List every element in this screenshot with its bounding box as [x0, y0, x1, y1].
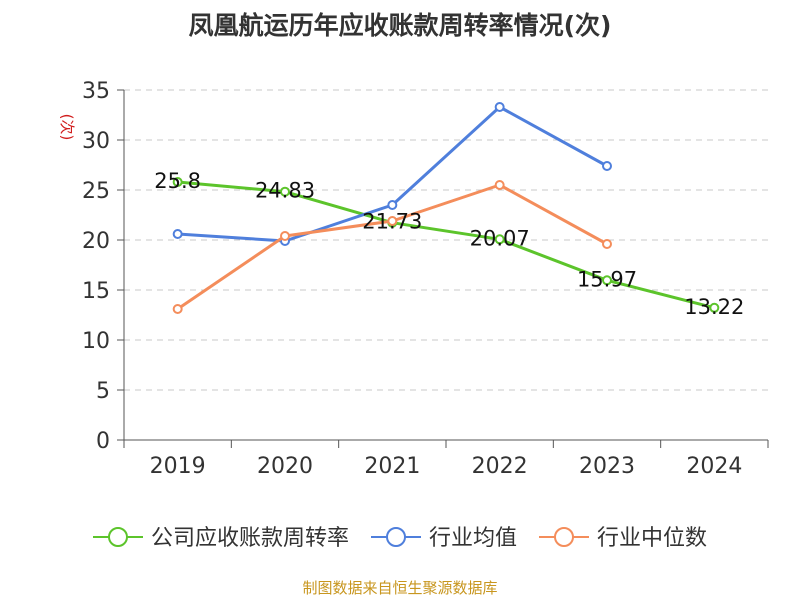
axes: 0 5 10 15 20 25 30 35 2019 2020 2021 2022 2023 2024	[82, 79, 769, 479]
data-point	[172, 229, 183, 239]
data-point	[387, 216, 398, 226]
data-point	[602, 275, 612, 286]
chart-title: 凤凰航运历年应收账款周转率情况(次)	[189, 11, 612, 40]
x-tick-label: 2019	[150, 454, 206, 479]
x-tick-label: 2022	[472, 454, 528, 479]
data-point	[172, 177, 183, 187]
y-tick-label: 20	[82, 229, 110, 254]
y-tick-label: 0	[96, 429, 110, 454]
x-tick-label: 2023	[579, 454, 635, 479]
data-point	[280, 186, 290, 197]
data-point	[602, 239, 612, 249]
y-tick-label: 30	[82, 129, 110, 154]
data-point	[387, 200, 398, 210]
gridlines	[124, 89, 768, 391]
data-point	[709, 302, 720, 313]
y-axis-unit: (次)	[58, 114, 76, 141]
data-labels: 25.8 24.83 21.73 20.07 15.97 13.22	[154, 169, 744, 319]
data-point	[494, 234, 505, 245]
data-label: 21.73	[362, 210, 422, 234]
y-tick-label: 15	[82, 279, 110, 304]
legend-marker-icon	[554, 527, 574, 547]
legend-label: 行业中位数	[597, 526, 707, 551]
series-lines	[172, 102, 720, 314]
y-tick-label: 5	[96, 379, 110, 404]
data-point	[494, 180, 505, 190]
legend-label: 公司应收账款周转率	[151, 526, 349, 551]
y-tick-label: 35	[82, 79, 110, 104]
legend-marker-icon	[108, 527, 128, 547]
x-tick-label: 2024	[686, 454, 742, 479]
data-point	[280, 231, 290, 241]
y-tick-label: 25	[82, 179, 110, 204]
x-tick-label: 2021	[364, 454, 420, 479]
legend: 公司应收账款周转率 行业均值 行业中位数	[93, 526, 707, 551]
legend-marker-icon	[386, 527, 406, 547]
data-label: 15.97	[577, 267, 637, 291]
legend-label: 行业均值	[429, 526, 517, 551]
data-point	[494, 102, 505, 112]
series-line	[177, 180, 715, 310]
data-label: 25.8	[154, 169, 201, 193]
y-tick-label: 10	[82, 329, 110, 354]
data-label: 24.83	[255, 179, 315, 203]
data-point	[172, 304, 183, 314]
data-label: 20.07	[470, 226, 530, 250]
data-label: 13.22	[684, 295, 744, 319]
x-tick-label: 2020	[257, 454, 313, 479]
source-footnote: 制图数据来自恒生聚源数据库	[302, 579, 497, 597]
data-point	[602, 161, 612, 171]
